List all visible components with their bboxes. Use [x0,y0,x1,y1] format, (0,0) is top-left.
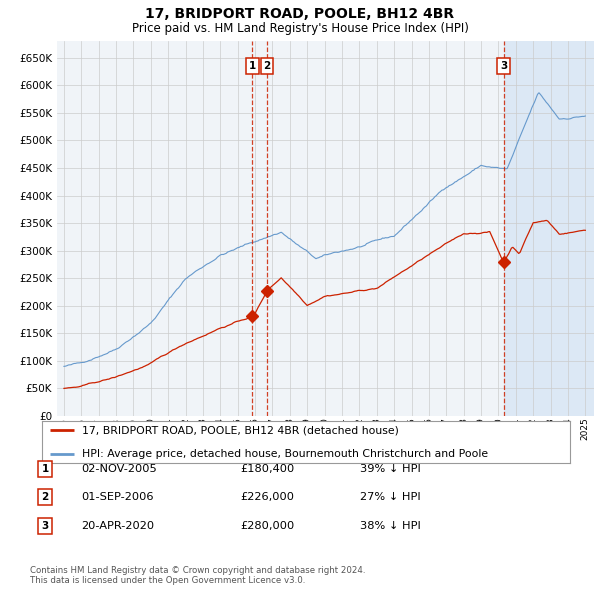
Text: 01-SEP-2006: 01-SEP-2006 [81,493,154,502]
Text: 3: 3 [41,521,49,530]
Text: 1: 1 [249,61,256,71]
Text: 02-NOV-2005: 02-NOV-2005 [81,464,157,474]
Text: 1: 1 [41,464,49,474]
Text: 3: 3 [500,61,507,71]
Text: £226,000: £226,000 [240,493,294,502]
Text: 2: 2 [41,493,49,502]
Text: 27% ↓ HPI: 27% ↓ HPI [360,493,421,502]
Text: 39% ↓ HPI: 39% ↓ HPI [360,464,421,474]
Text: 38% ↓ HPI: 38% ↓ HPI [360,521,421,530]
Text: Contains HM Land Registry data © Crown copyright and database right 2024.
This d: Contains HM Land Registry data © Crown c… [30,566,365,585]
Text: 17, BRIDPORT ROAD, POOLE, BH12 4BR (detached house): 17, BRIDPORT ROAD, POOLE, BH12 4BR (deta… [82,425,398,435]
Text: £280,000: £280,000 [240,521,294,530]
Text: Price paid vs. HM Land Registry's House Price Index (HPI): Price paid vs. HM Land Registry's House … [131,22,469,35]
Text: HPI: Average price, detached house, Bournemouth Christchurch and Poole: HPI: Average price, detached house, Bour… [82,449,488,459]
Text: 20-APR-2020: 20-APR-2020 [81,521,154,530]
Bar [503,41,594,416]
Text: £180,400: £180,400 [240,464,294,474]
Text: 17, BRIDPORT ROAD, POOLE, BH12 4BR: 17, BRIDPORT ROAD, POOLE, BH12 4BR [145,7,455,21]
Text: 2: 2 [263,61,271,71]
